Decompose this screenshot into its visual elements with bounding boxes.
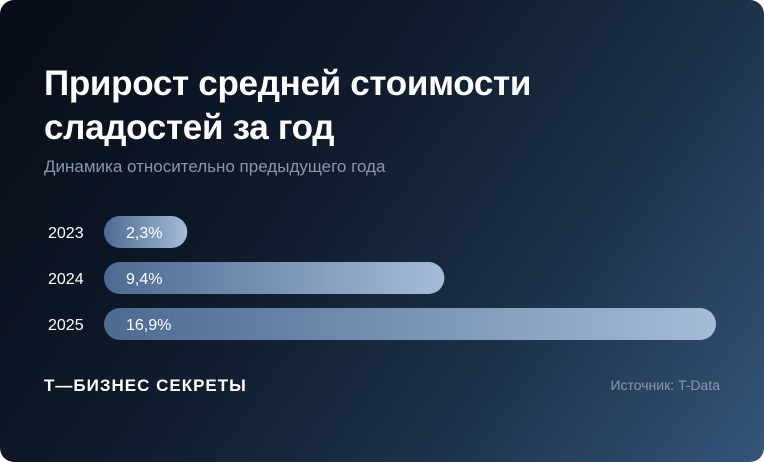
- brand-logo: Т—БИЗНЕС СЕКРЕТЫ: [44, 376, 247, 395]
- chart-subtitle: Динамика относительно предыдущего года: [44, 157, 386, 176]
- chart-title: Прирост средней стоимости сладостей за г…: [44, 64, 532, 147]
- value-label: 2,3%: [126, 225, 162, 242]
- category-label: 2023: [48, 225, 84, 242]
- category-label: 2025: [48, 317, 84, 334]
- source-note: Источник: T-Data: [610, 377, 720, 393]
- bar-2023: [104, 216, 188, 248]
- value-label: 9,4%: [126, 271, 162, 288]
- bar-2024: [104, 262, 445, 294]
- value-label: 16,9%: [126, 317, 171, 334]
- category-label: 2024: [48, 271, 84, 288]
- bar-2025: [104, 308, 716, 340]
